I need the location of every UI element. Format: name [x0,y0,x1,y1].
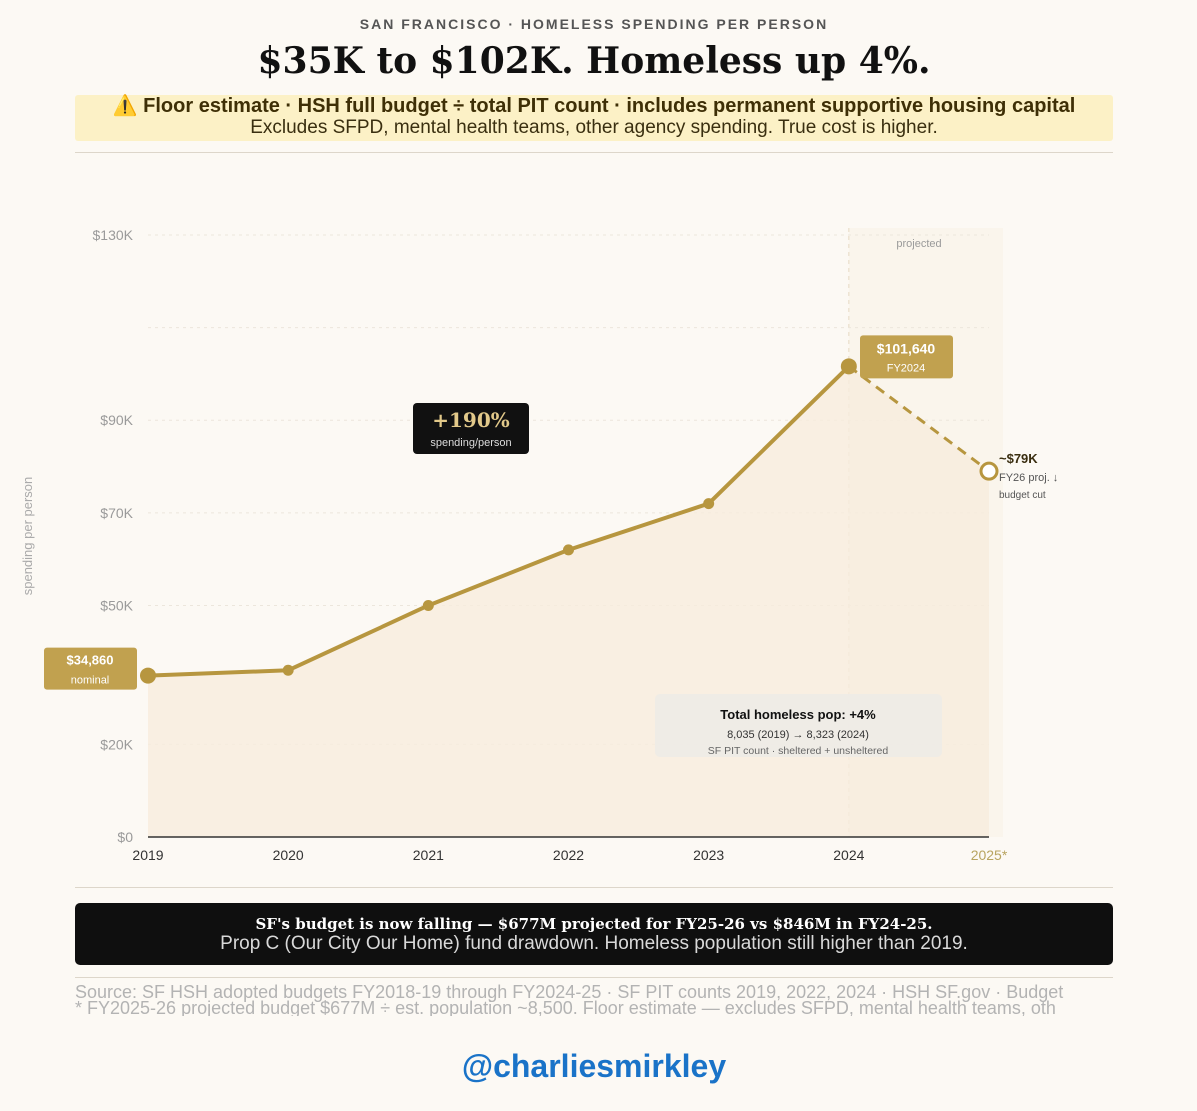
population-box [655,694,942,757]
change-value: +190% [432,408,510,432]
source-line-1: Source: SF HSH adopted budgets FY2018-19… [75,984,1064,1002]
spending-chart: projected $0 $20K $50K $70K $90K $130K spending… [20,227,1058,863]
y-axis-label: spending per person [20,477,35,596]
start-value-label: $34,860 [67,653,114,668]
source-line-2: * FY2025-26 projected budget $677M ÷ est… [75,998,1056,1016]
divider-chart-bottom [75,887,1113,888]
area-fill [148,366,989,837]
start-value-sublabel: nominal [71,675,110,687]
peak-value-label: $101,640 [877,340,936,356]
series-line [146,364,851,678]
data-point [282,664,294,676]
budget-callout-subline: Prop C (Our City Our Home) fund drawdown… [220,933,968,954]
data-point [422,599,434,611]
peak-value-sublabel: FY2024 [887,362,926,374]
projected-label: projected [896,238,941,250]
population-line-2: SF PIT count · sheltered + unsheltered [708,745,889,757]
x-tick-label: 2024 [833,847,864,863]
data-point [703,498,715,510]
x-tick-label: 2022 [553,847,584,863]
y-tick-label: $20K [100,736,133,752]
data-point [140,667,156,684]
y-tick-label: $70K [100,505,133,521]
projected-line [847,365,990,473]
start-value-badge [44,647,137,690]
x-tick-label: 2020 [273,847,304,863]
chart-kicker: SAN FRANCISCO · HOMELESS SPENDING PER PE… [359,16,829,32]
warning-line-2: Excludes SFPD, mental health teams, othe… [250,117,938,138]
source-notes: Source: SF HSH adopted budgets FY2018-19… [75,984,1197,1016]
projected-sublabel-2: budget cut [999,490,1046,501]
warning-line-1: ⚠️ Floor estimate · HSH full budget ÷ to… [112,95,1076,117]
x-tick-label: 2025* [971,847,1008,863]
author-handle[interactable]: @charliesmirkley [461,1048,727,1084]
data-point [563,544,574,556]
budget-callout-headline: SF's budget is now falling — $677M proje… [255,915,933,933]
y-tick-label: $90K [100,412,133,428]
change-sublabel: spending/person [430,437,511,449]
population-line-1: 8,035 (2019) → 8,323 (2024) [727,729,869,741]
peak-value-badge [860,335,953,379]
y-tick-label: $0 [117,829,133,845]
population-title: Total homeless pop: +4% [720,707,876,722]
divider-footer [75,977,1113,978]
y-tick-label: $50K [100,597,133,613]
x-tick-label: 2021 [413,847,444,863]
x-tick-label: 2019 [132,847,163,863]
data-point [840,358,857,375]
x-tick-label: 2023 [693,847,724,863]
projected-value-label: ~$79K [999,451,1038,466]
y-tick-label: $130K [93,227,134,243]
warning-banner: ⚠️ Floor estimate · HSH full budget ÷ to… [75,95,1113,141]
divider-top [75,152,1113,153]
budget-callout: SF's budget is now falling — $677M proje… [75,903,1113,965]
data-point [979,461,999,481]
change-badge [413,403,529,454]
chart-headline: $35K to $102K. Homeless up 4%. [257,40,931,82]
projected-sublabel-1: FY26 proj. ↓ [999,472,1058,484]
